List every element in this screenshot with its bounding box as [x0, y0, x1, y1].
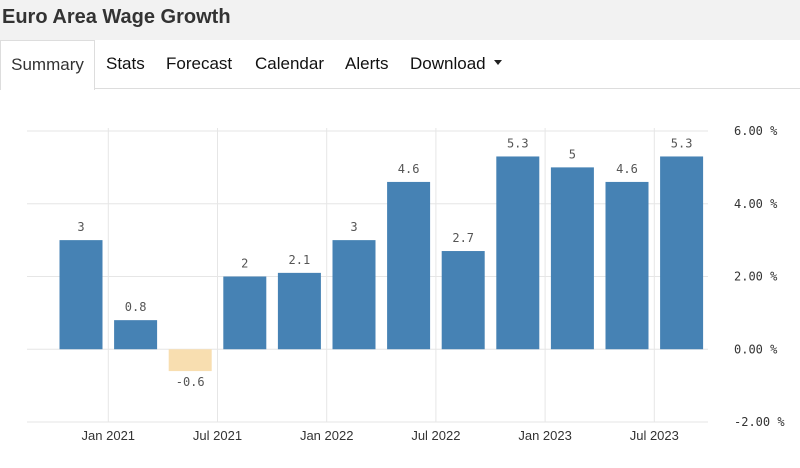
bar-value-label: 3: [77, 220, 84, 234]
page-title: Euro Area Wage Growth: [2, 6, 231, 28]
y-tick-label: 6.00 %: [734, 124, 778, 138]
chart-bars: [59, 156, 704, 372]
bar[interactable]: [605, 181, 649, 350]
tab-download-label: Download: [410, 54, 486, 73]
bar-value-label: 2.1: [289, 253, 311, 267]
bar-value-label: 2.7: [452, 231, 474, 245]
bar-chart: 3 0.8 -0.6 2 2.1 3 4.6 2.7 5.3 5 4.6 5.3 -2.00 % 0.0…: [27, 124, 785, 443]
y-tick-label: 4.00 %: [734, 197, 778, 211]
bar-value-label: 5.3: [507, 136, 529, 150]
bar[interactable]: [550, 167, 594, 350]
x-axis: Jan 2021 Jul 2021 Jan 2022 Jul 2022 Jan 2023…: [82, 428, 679, 443]
x-tick-label: Jul 2023: [630, 428, 679, 443]
bar[interactable]: [277, 272, 321, 350]
y-axis: -2.00 % 0.00 % 2.00 % 4.00 % 6.00 %: [734, 124, 785, 429]
title-bar: Euro Area Wage Growth: [0, 0, 800, 40]
tab-alerts[interactable]: Alerts: [345, 54, 389, 73]
bar[interactable]: [441, 251, 485, 350]
bar-value-label: -0.6: [176, 375, 205, 389]
bar-value-label: 4.6: [398, 162, 420, 176]
bar[interactable]: [168, 349, 212, 372]
x-tick-label: Jul 2021: [193, 428, 242, 443]
x-tick-label: Jan 2023: [518, 428, 572, 443]
x-tick-label: Jul 2022: [411, 428, 460, 443]
y-tick-label: 0.00 %: [734, 342, 778, 356]
tab-summary[interactable]: Summary: [0, 40, 95, 90]
bar[interactable]: [387, 181, 431, 350]
bar[interactable]: [223, 276, 267, 350]
x-tick-label: Jan 2021: [82, 428, 136, 443]
tab-bar: Summary Stats Forecast Calendar Alerts D…: [0, 40, 800, 90]
bar[interactable]: [660, 156, 704, 350]
bar-value-label: 5.3: [671, 136, 693, 150]
bar-value-label: 5: [569, 147, 576, 161]
tab-forecast[interactable]: Forecast: [166, 54, 233, 73]
x-tick-label: Jan 2022: [300, 428, 354, 443]
tab-calendar[interactable]: Calendar: [255, 54, 324, 73]
tab-stats[interactable]: Stats: [106, 54, 145, 73]
bar-value-label: 4.6: [616, 162, 638, 176]
y-tick-label: 2.00 %: [734, 270, 778, 284]
chart-data-labels: 3 0.8 -0.6 2 2.1 3 4.6 2.7 5.3 5 4.6 5.3: [77, 136, 692, 389]
chart-area: 3 0.8 -0.6 2 2.1 3 4.6 2.7 5.3 5 4.6 5.3 -2.00 % 0.0…: [0, 90, 800, 463]
chevron-down-icon: [493, 60, 502, 66]
y-tick-label: -2.00 %: [734, 415, 785, 429]
bar-value-label: 0.8: [125, 300, 147, 314]
tab-download[interactable]: Download: [410, 40, 502, 89]
bar-value-label: 3: [350, 220, 357, 234]
bar[interactable]: [59, 240, 103, 350]
bar[interactable]: [496, 156, 540, 350]
bar-value-label: 2: [241, 257, 248, 271]
bar[interactable]: [114, 320, 158, 350]
bar[interactable]: [332, 240, 376, 350]
